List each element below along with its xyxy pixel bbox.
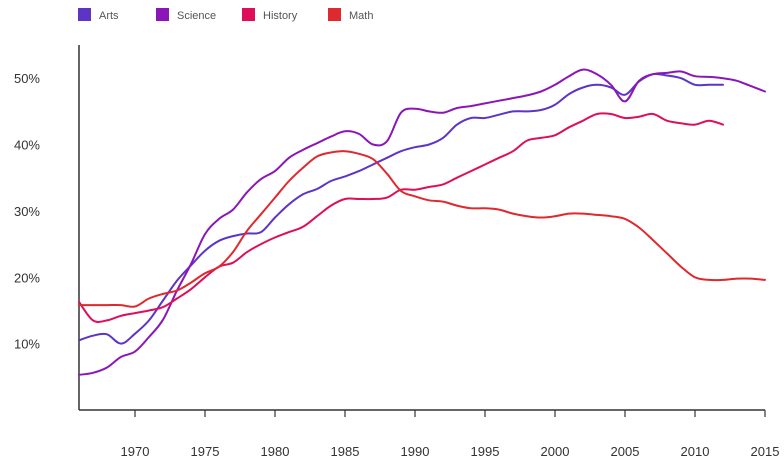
x-axis-ticks: 1970 1975 1980 1985 1990 1995 2000 2005 2010 2015 (121, 410, 780, 459)
x-tick-label: 1970 (121, 444, 150, 459)
x-tick-label: 1975 (191, 444, 220, 459)
series-lines (78, 68, 766, 376)
y-tick-label: 20% (14, 270, 40, 285)
legend: Arts Science History Math (78, 8, 373, 22)
x-tick-label: 1980 (261, 444, 290, 459)
axes (78, 45, 765, 411)
legend-swatch-history (242, 8, 255, 21)
legend-label-history: History (263, 10, 298, 22)
y-tick-label: 10% (14, 337, 40, 352)
y-tick-label: 50% (14, 71, 40, 86)
y-tick-label: 30% (14, 204, 40, 219)
x-tick-label: 2000 (541, 444, 570, 459)
x-tick-label: 2010 (681, 444, 710, 459)
legend-label-math: Math (349, 10, 373, 22)
legend-swatch-arts (78, 8, 91, 21)
x-tick-label: 2015 (751, 444, 780, 459)
legend-swatch-math (328, 8, 341, 21)
x-tick-label: 1985 (331, 444, 360, 459)
x-tick-label: 1995 (471, 444, 500, 459)
x-tick-label: 1990 (401, 444, 430, 459)
series-line-math (78, 150, 766, 308)
y-tick-label: 40% (14, 138, 40, 153)
legend-swatch-science (156, 8, 169, 21)
series-line-science (78, 68, 766, 376)
legend-label-arts: Arts (99, 10, 119, 22)
x-tick-label: 2005 (611, 444, 640, 459)
legend-label-science: Science (177, 10, 216, 22)
y-axis-ticks: 10% 20% 30% 40% 50% (14, 71, 40, 351)
